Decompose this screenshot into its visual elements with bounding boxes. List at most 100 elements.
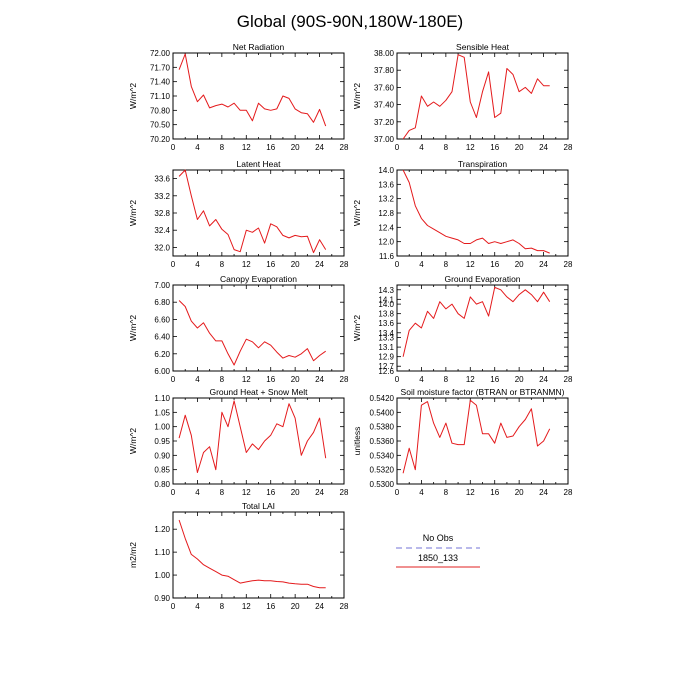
series-line [178, 400, 327, 473]
series-line [178, 53, 327, 127]
x-tick-label: 20 [515, 260, 524, 269]
y-axis-label: W/m^2 [128, 83, 138, 109]
y-tick-label: 12.8 [378, 209, 394, 218]
plot-frame [396, 284, 569, 372]
series-line [178, 169, 327, 254]
x-tick-label: 20 [291, 143, 300, 152]
panel-title: Net Radiation [233, 42, 285, 52]
y-tick-label: 1.10 [154, 394, 170, 403]
x-tick-label: 12 [466, 488, 475, 497]
y-tick-label: 12.7 [378, 362, 394, 371]
x-tick-label: 20 [515, 143, 524, 152]
y-tick-label: 1.00 [154, 423, 170, 432]
x-tick-label: 0 [395, 375, 400, 384]
x-tick-label: 20 [291, 488, 300, 497]
legend-label-no-obs: No Obs [423, 533, 454, 543]
x-tick-label: 0 [171, 375, 176, 384]
y-tick-label: 37.20 [374, 118, 395, 127]
x-tick-label: 24 [539, 260, 548, 269]
x-tick-label: 20 [291, 375, 300, 384]
y-tick-label: 12.4 [378, 223, 394, 232]
y-tick-label: 13.8 [378, 310, 394, 319]
series-line [402, 399, 551, 474]
y-tick-label: 0.85 [154, 466, 170, 475]
y-tick-label: 0.5340 [370, 451, 395, 460]
y-axis-label: m2/m2 [128, 542, 138, 568]
plot-frame [172, 52, 345, 140]
y-tick-label: 70.50 [150, 121, 171, 130]
plot-frame [172, 284, 345, 372]
y-tick-label: 32.8 [154, 209, 170, 218]
x-tick-label: 24 [315, 375, 324, 384]
y-tick-label: 7.00 [154, 281, 170, 290]
chart-panel-canopy-evaporation: 0 4 8 12 16 20 24 28 6.00 6.20 6.40 6.60 6.80 7.00 Can… [128, 274, 349, 384]
y-tick-label: 37.00 [374, 135, 395, 144]
plot-frame [396, 52, 569, 140]
x-tick-label: 8 [444, 143, 449, 152]
x-tick-label: 12 [242, 143, 251, 152]
x-tick-label: 16 [266, 488, 275, 497]
panel-title: Soil moisture factor (BTRAN or BTRANMN) [401, 387, 565, 397]
x-tick-label: 28 [340, 602, 349, 611]
y-tick-label: 38.00 [374, 49, 395, 58]
x-tick-label: 4 [195, 260, 200, 269]
x-tick-label: 16 [490, 260, 499, 269]
x-tick-label: 16 [490, 488, 499, 497]
chart-panel-transpiration: 0 4 8 12 16 20 24 28 11.6 12.0 12.4 12.8 13.2 13.6 14.… [352, 159, 573, 269]
x-tick-label: 20 [291, 260, 300, 269]
y-tick-label: 32.0 [154, 243, 170, 252]
plot-frame [172, 511, 345, 599]
chart-panel-ground-evaporation: 0 4 8 12 16 20 24 2812.612.712.913.113.313.413.… [352, 274, 573, 384]
series-line [178, 300, 326, 366]
y-tick-label: 72.00 [150, 49, 171, 58]
x-tick-label: 28 [564, 143, 573, 152]
x-tick-label: 4 [195, 488, 200, 497]
y-tick-label: 0.5320 [370, 466, 395, 475]
y-tick-label: 13.3 [378, 334, 394, 343]
y-tick-label: 12.9 [378, 353, 394, 362]
legend: No Obs 1850_133 [396, 533, 480, 568]
y-tick-label: 37.60 [374, 83, 395, 92]
x-tick-label: 12 [242, 260, 251, 269]
y-tick-label: 13.1 [378, 343, 394, 352]
y-tick-label: 1.10 [154, 548, 170, 557]
y-tick-label: 14.0 [378, 300, 394, 309]
x-tick-label: 12 [466, 375, 475, 384]
x-tick-label: 24 [315, 260, 324, 269]
panel-title: Ground Evaporation [444, 274, 520, 284]
chart-panel-sensible-heat: 0 4 8 12 16 20 24 28 37.00 37.20 37.40 37.60 37.80 38… [352, 42, 573, 152]
y-tick-label: 1.05 [154, 408, 170, 417]
x-tick-label: 16 [490, 143, 499, 152]
x-tick-label: 4 [195, 143, 200, 152]
y-axis-label: W/m^2 [128, 315, 138, 341]
y-axis-label: W/m^2 [352, 200, 362, 226]
y-tick-label: 0.5380 [370, 423, 395, 432]
x-tick-label: 4 [419, 488, 424, 497]
panel-title: Total LAI [242, 501, 275, 511]
y-tick-label: 11.6 [379, 252, 395, 261]
x-tick-label: 8 [220, 143, 225, 152]
y-tick-label: 6.00 [154, 367, 170, 376]
x-tick-label: 4 [195, 375, 200, 384]
y-tick-label: 37.80 [374, 66, 395, 75]
x-tick-label: 16 [266, 375, 275, 384]
y-tick-label: 14.3 [378, 286, 394, 295]
y-tick-label: 71.70 [150, 63, 171, 72]
x-tick-label: 0 [171, 602, 176, 611]
x-tick-label: 4 [419, 143, 424, 152]
x-tick-label: 0 [395, 260, 400, 269]
x-tick-label: 12 [242, 602, 251, 611]
x-tick-label: 4 [419, 375, 424, 384]
y-axis-label: unitless [352, 427, 362, 456]
x-tick-label: 28 [340, 260, 349, 269]
y-tick-label: 70.80 [150, 106, 171, 115]
y-tick-label: 14.1 [378, 295, 394, 304]
y-tick-label: 33.2 [154, 192, 170, 201]
x-tick-label: 28 [340, 488, 349, 497]
y-tick-label: 6.60 [154, 315, 170, 324]
x-tick-label: 28 [340, 375, 349, 384]
plot-frame [172, 397, 345, 485]
x-tick-label: 24 [315, 488, 324, 497]
x-tick-label: 20 [515, 375, 524, 384]
y-tick-label: 70.20 [150, 135, 171, 144]
